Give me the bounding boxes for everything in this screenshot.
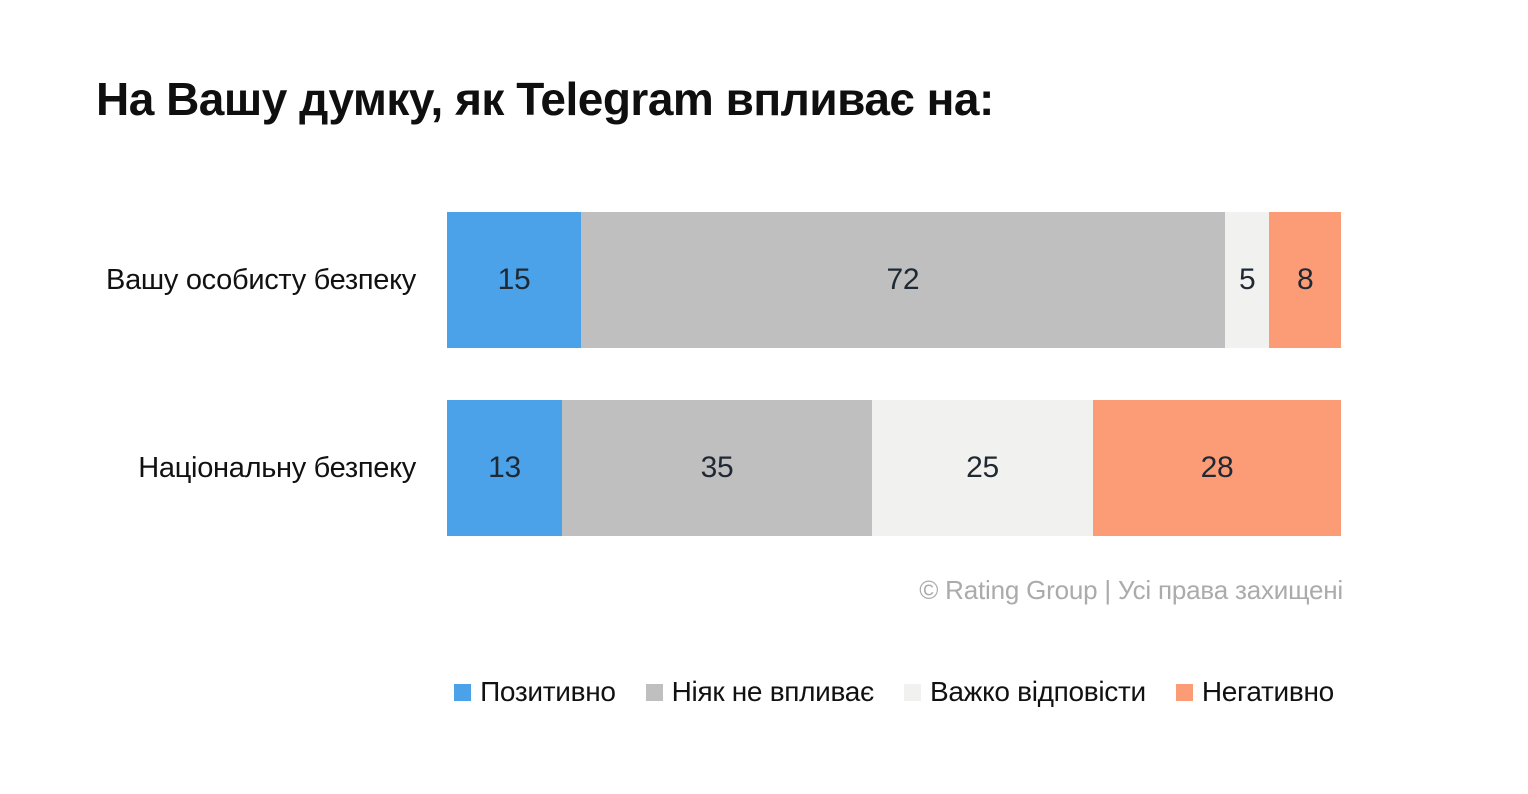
legend-item-positive: Позитивно [454,676,616,708]
legend-label: Ніяк не впливає [671,676,875,707]
bar-segment-no-influence: 72 [581,212,1225,348]
legend-marker-negative-icon [1175,683,1193,701]
legend-label: Важко відповісти [930,676,1146,707]
legend-item-negative: Негативно [1175,676,1334,708]
legend: Позитивно Ніяк не впливає Важко відповіс… [447,676,1341,708]
segment-value-label: 72 [886,263,920,296]
bar-segment-hard-to-say: 5 [1224,212,1270,348]
legend-item-hard-to-say: Важко відповісти [904,676,1146,708]
legend-label: Негативно [1201,676,1334,707]
segment-value-label: 5 [1238,263,1256,296]
bar-segment-hard-to-say: 25 [871,400,1094,536]
legend-item-no-influence: Ніяк не впливає [645,676,875,708]
bar-segment-negative: 8 [1269,212,1341,348]
segment-value-label: 28 [1200,451,1234,484]
category-label-personal-safety: Вашу особисту безпеку [106,263,416,296]
attribution-text: © Rating Group | Усі права захищені [919,575,1343,605]
legend-marker-hard-to-say-icon [904,683,922,701]
legend-marker-no-influence-icon [645,683,663,701]
stacked-bar-personal-safety: 15 72 5 8 [447,212,1341,348]
segment-value-label: 25 [966,451,999,484]
segment-value-label: 13 [488,451,521,484]
category-label-national-security: Національну безпеку [138,451,416,484]
bar-row-personal-safety: Вашу особисту безпеку 15 72 5 8 [0,212,1341,348]
bar-segment-no-influence: 35 [562,400,872,536]
chart-title: На Вашу думку, як Telegram впливає на: [96,73,994,125]
bar-segment-positive: 13 [447,400,563,536]
legend-marker-positive-icon [454,683,472,701]
segment-value-label: 35 [700,451,734,484]
segment-value-label: 15 [497,263,531,296]
bar-segment-negative: 28 [1093,400,1341,536]
bar-segment-positive: 15 [447,212,582,348]
bar-row-national-security: Національну безпеку 13 35 25 28 [0,400,1341,536]
stacked-bar-national-security: 13 35 25 28 [447,400,1341,536]
segment-value-label: 8 [1297,263,1314,296]
legend-label: Позитивно [480,676,616,707]
